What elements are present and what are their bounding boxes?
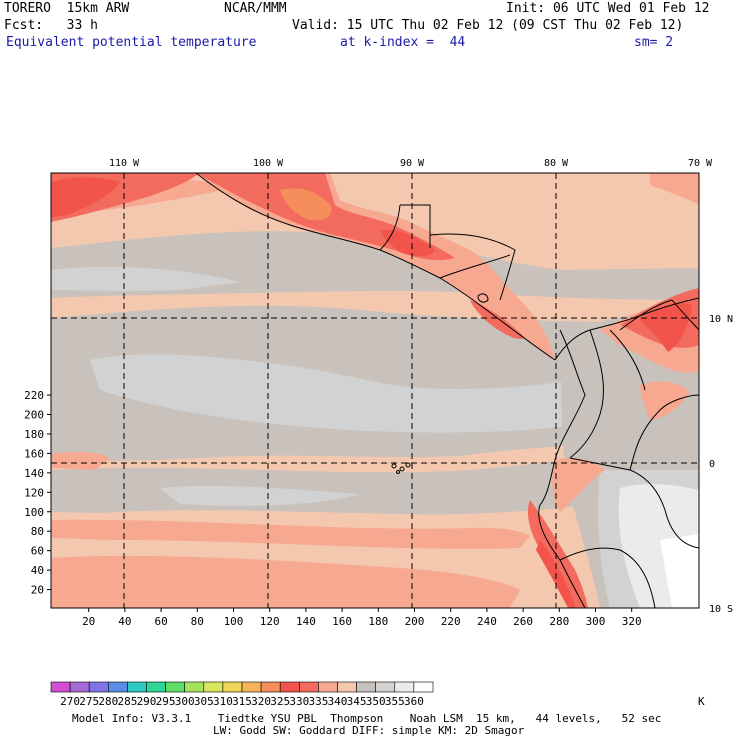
colorbar-label: 280 [98,695,118,708]
x-tick-label: 300 [586,615,606,628]
x-tick-label: 140 [296,615,316,628]
colorbar-swatch [50,681,71,693]
x-tick-label: 280 [549,615,569,628]
colorbar-label: 335 [308,695,328,708]
y-tick-label: 200 [24,409,44,422]
x-tick-label: 20 [82,615,95,628]
colorbar-swatch [203,681,224,693]
colorbar-swatch [127,681,147,693]
colorbar-swatch [279,681,300,693]
y-tick-label: 20 [31,584,44,597]
smoothing-info: sm= 2 [634,35,674,50]
colorbar-swatch [241,681,262,693]
colorbar-swatch [88,681,109,693]
x-tick-label: 240 [477,615,497,628]
colorbar-swatch [318,681,338,693]
colorbar-swatch [298,681,319,693]
x-tick-label: 180 [368,615,388,628]
y-tick-label: 80 [31,525,44,538]
x-tick-label: 200 [405,615,425,628]
colorbar-swatch [337,681,357,693]
country-borders [195,173,699,608]
x-tick-label: 320 [622,615,642,628]
x-tick-label: 220 [441,615,461,628]
colorbar-label: 295 [156,695,176,708]
lon-label: 70 W [688,158,713,169]
init-time: Init: 06 UTC Wed 01 Feb 12 [506,1,710,16]
plot-frame [50,172,700,609]
y-tick-label: 140 [24,467,44,480]
y-tick-label: 60 [31,545,44,558]
colorbar-label: 305 [194,695,214,708]
colorbar-swatch [184,681,205,693]
colorbar-label: 350 [366,695,386,708]
lon-label: 90 W [400,158,425,169]
center-name: NCAR/MMM [224,1,287,16]
colorbar-label: 290 [137,695,157,708]
x-axis: 20 40 60 80 100 120 140 160 180 200 220 240 260 280 30… [82,608,642,628]
colorbar-swatch [108,681,128,693]
lat-label: 0 [709,459,715,470]
colorbar-swatch [260,681,281,693]
lon-labels: 110 W 100 W 90 W 80 W 70 W [109,158,713,169]
colorbar-unit: K [698,695,705,708]
colorbar-label: 330 [289,695,309,708]
colorbar-label: 345 [347,695,367,708]
colorbar-swatch [165,681,186,693]
colorbar-label: 360 [404,695,424,708]
colorbar-swatch [413,681,434,693]
colorbar-label: 270 [60,695,80,708]
field-shading [51,173,699,608]
colorbar-label: 315 [232,695,252,708]
colorbar-swatch [375,681,396,693]
model-name: TORERO 15km ARW [4,1,130,16]
colorbar-label: 325 [270,695,290,708]
y-axis: 20 40 60 80 100 120 140 160 180 200 220 [24,389,51,597]
y-tick-label: 40 [31,564,44,577]
valid-time: Valid: 15 UTC Thu 02 Feb 12 (09 CST Thu … [292,18,684,33]
forecast-hour: Fcst: 33 h [4,18,98,33]
colorbar-label: 320 [251,695,271,708]
physics-info: LW: Godd SW: Goddard DIFF: simple KM: 2D… [213,724,525,737]
graticule [51,173,699,608]
colorbar-label: 275 [79,695,99,708]
colorbar-swatch [222,681,243,693]
model-info: Model Info: V3.3.1 Tiedtke YSU PBL Thomp… [72,712,662,725]
colorbar-label: 310 [213,695,233,708]
y-tick-label: 220 [24,389,44,402]
colorbar-swatch [356,681,377,693]
colorbar-label: 340 [328,695,348,708]
x-tick-label: 80 [191,615,204,628]
x-tick-label: 100 [224,615,244,628]
colorbar-swatch [394,681,415,693]
lat-label: 10 S [709,604,733,615]
y-tick-label: 160 [24,447,44,460]
y-tick-label: 120 [24,486,44,499]
x-tick-label: 60 [154,615,167,628]
x-tick-label: 40 [118,615,131,628]
colorbar: 270 275 280 285 290 295 300 305 310 315 320 325 330 3… [50,681,434,708]
lat-label: 10 N [709,314,733,325]
x-tick-label: 260 [513,615,533,628]
y-tick-label: 180 [24,428,44,441]
colorbar-label: 300 [175,695,195,708]
level-info: at k-index = 44 [340,35,466,50]
y-tick-label: 100 [24,506,44,519]
lon-label: 110 W [109,158,140,169]
x-tick-label: 160 [332,615,352,628]
colorbar-label: 285 [117,695,137,708]
lat-labels: 10 N 0 10 S [709,314,733,615]
x-tick-label: 120 [260,615,280,628]
colorbar-swatch [69,681,90,693]
colorbar-label: 355 [385,695,405,708]
lon-label: 100 W [253,158,284,169]
field-name: Equivalent potential temperature [6,35,257,50]
colorbar-swatch [146,681,166,693]
lon-label: 80 W [544,158,569,169]
